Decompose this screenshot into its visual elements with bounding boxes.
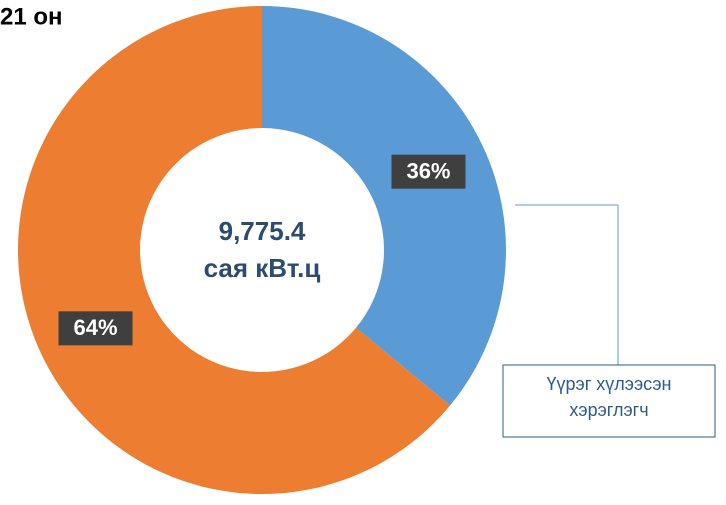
center-label: сая кВт.ц: [204, 253, 321, 283]
center-label: 9,775.4: [219, 216, 306, 246]
value-label: 36%: [406, 158, 450, 183]
value-label-box: [391, 154, 466, 189]
chart-title: 21 он: [0, 3, 63, 30]
callout-box: [502, 364, 716, 438]
legend-label: Үүрэг хүлээсэн хэрэглэгч: [547, 374, 672, 420]
value-label-box: [58, 311, 133, 346]
donut-slice: [17, 6, 451, 495]
value-label: 64%: [73, 315, 117, 340]
callout-line: [515, 204, 619, 365]
donut-slice: [262, 6, 506, 406]
